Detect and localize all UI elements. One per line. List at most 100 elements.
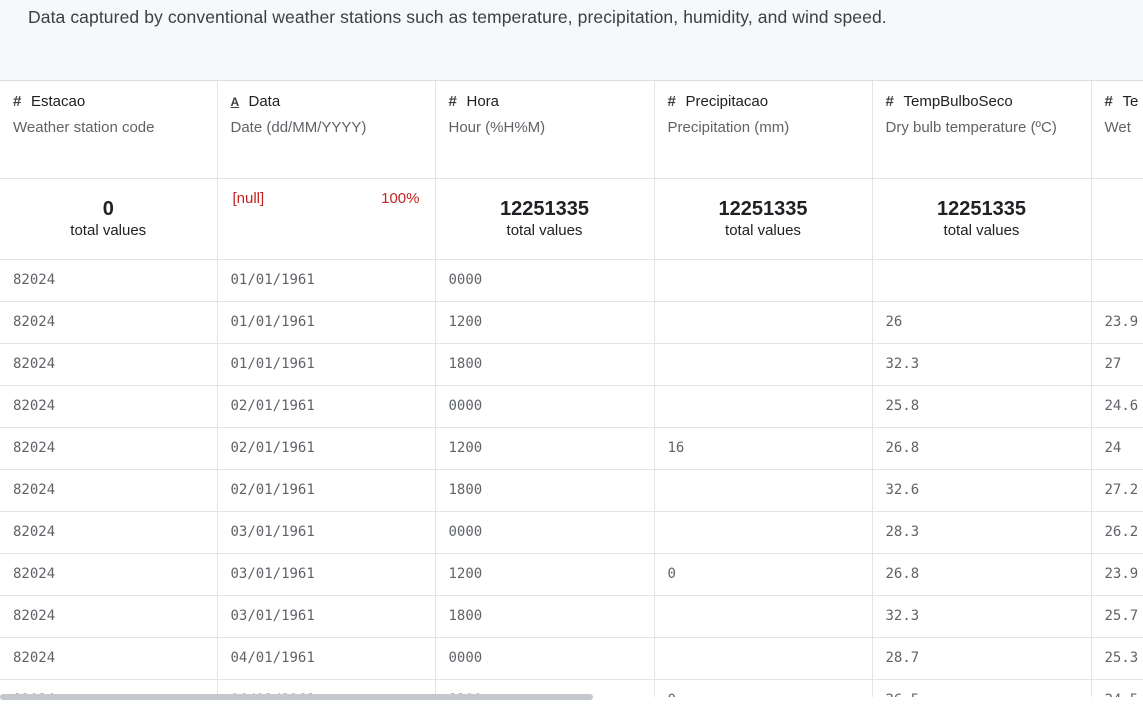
table-cell: 32.3 — [872, 343, 1092, 386]
dataset-description: Data captured by conventional weather st… — [28, 7, 887, 27]
table-cell: 26 — [872, 301, 1092, 344]
table-row: 82024 03/01/1961 0000 28.3 26.2 — [0, 511, 1143, 554]
numeric-type-icon: # — [13, 93, 22, 110]
column-name: Estacao — [31, 93, 86, 110]
table-cell: 32.6 — [872, 469, 1092, 512]
table-cell: 26.2 — [1091, 511, 1143, 554]
column-stat-tempbulboseco: 12251335 total values — [872, 178, 1092, 260]
table-cell: 03/01/1961 — [217, 553, 436, 596]
table-cell: 27.2 — [1091, 469, 1143, 512]
column-header-tempbulboseco[interactable]: # TempBulboSeco Dry bulb temperature (ºC) — [872, 81, 1092, 179]
table-cell: 24 — [1091, 427, 1143, 470]
table-cell: 1800 — [435, 343, 655, 386]
column-name: TempBulboSeco — [903, 93, 1013, 110]
column-name: Hora — [466, 93, 500, 110]
table-row: 82024 01/01/1961 1200 26 23.9 — [0, 301, 1143, 344]
stat-label: total values — [506, 221, 583, 239]
table-cell: 82024 — [0, 301, 218, 344]
table-cell: 82024 — [0, 385, 218, 428]
column-header-hora[interactable]: # Hora Hour (%H%M) — [435, 81, 655, 179]
table-row: 82024 02/01/1961 0000 25.8 24.6 — [0, 385, 1143, 428]
table-cell: 0000 — [435, 637, 655, 680]
table-cell: 82024 — [0, 469, 218, 512]
column-description: Date (dd/MM/YYYY) — [230, 119, 367, 136]
table-cell: 1800 — [435, 595, 655, 638]
numeric-type-icon: # — [667, 93, 676, 110]
table-cell: 82024 — [0, 259, 218, 302]
dataset-description-banner: Data captured by conventional weather st… — [0, 0, 1143, 81]
column-header-data[interactable]: A Data Date (dd/MM/YYYY) — [217, 81, 436, 179]
numeric-type-icon: # — [885, 93, 894, 110]
table-cell — [654, 301, 873, 344]
table-cell — [654, 259, 873, 302]
table-row: 82024 02/01/1961 1800 32.6 27.2 — [0, 469, 1143, 512]
table-cell: 28.7 — [872, 637, 1092, 680]
table-cell: 1200 — [435, 301, 655, 344]
table-cell: 82024 — [0, 637, 218, 680]
column-name: Te — [1122, 93, 1139, 110]
table-cell: 32.3 — [872, 595, 1092, 638]
table-cell: 0 — [654, 553, 873, 596]
table-cell — [872, 259, 1092, 302]
stat-label: total values — [943, 221, 1020, 239]
column-stat-estacao: 0 total values — [0, 178, 218, 260]
column-description: Weather station code — [13, 119, 155, 136]
column-description: Dry bulb temperature (ºC) — [885, 119, 1057, 136]
stat-label: total values — [70, 221, 147, 239]
table-cell — [654, 469, 873, 512]
table-cell: 03/01/1961 — [217, 595, 436, 638]
table-row: 82024 01/01/1961 0000 — [0, 259, 1143, 302]
column-stat-data: [null] 100% — [217, 178, 436, 260]
column-description: Hour (%H%M) — [448, 119, 546, 136]
horizontal-scrollbar[interactable] — [0, 694, 593, 700]
column-header-partial[interactable]: # Te Wet — [1091, 81, 1143, 179]
table-cell: 25.7 — [1091, 595, 1143, 638]
table-cell: 01/01/1961 — [217, 301, 436, 344]
column-stat-partial — [1091, 178, 1143, 260]
table-cell: 04/01/1961 — [217, 637, 436, 680]
table-cell: 26.8 — [872, 553, 1092, 596]
table-cell — [1091, 259, 1143, 302]
stat-value: 12251335 — [500, 197, 589, 220]
column-header-precipitacao[interactable]: # Precipitacao Precipitation (mm) — [654, 81, 873, 179]
table-cell: 82024 — [0, 595, 218, 638]
table-cell — [654, 511, 873, 554]
table-cell: 23.9 — [1091, 553, 1143, 596]
numeric-type-icon: # — [1104, 93, 1113, 110]
table-cell: 0000 — [435, 259, 655, 302]
table-cell — [654, 385, 873, 428]
column-header-row: # Estacao Weather station code A Data Date… — [0, 81, 1143, 179]
table-cell: 28.3 — [872, 511, 1092, 554]
table-row: 82024 01/01/1961 1800 32.3 27 — [0, 343, 1143, 386]
table-row: 82024 03/01/1961 1200 0 26.8 23.9 — [0, 553, 1143, 596]
stat-value: 0 — [102, 197, 114, 220]
table-cell: 82024 — [0, 427, 218, 470]
stat-value: 12251335 — [937, 197, 1026, 220]
table-cell: 16 — [654, 427, 873, 470]
table-cell: 82024 — [0, 343, 218, 386]
table-row: 82024 03/01/1961 1800 32.3 25.7 — [0, 595, 1143, 638]
table-cell: 1200 — [435, 553, 655, 596]
table-cell: 0 — [654, 679, 873, 697]
table-cell: 02/01/1961 — [217, 469, 436, 512]
table-cell: 82024 — [0, 553, 218, 596]
column-stats-row: 0 total values [null] 100% 12251335 tota… — [0, 178, 1143, 260]
table-body: 82024 01/01/1961 0000 82024 01/01/1961 1200 26… — [0, 259, 1143, 697]
table-row: 82024 04/01/1961 0000 28.7 25.3 — [0, 637, 1143, 680]
data-preview-table[interactable]: # Estacao Weather station code A Data Date… — [0, 81, 1143, 697]
table-cell: 01/01/1961 — [217, 343, 436, 386]
string-type-icon: A — [230, 94, 240, 109]
table-cell — [654, 595, 873, 638]
column-stat-precipitacao: 12251335 total values — [654, 178, 873, 260]
null-percentage: 100% — [381, 189, 420, 207]
table-cell: 24.5 — [1091, 679, 1143, 697]
table-cell: 26.5 — [872, 679, 1092, 697]
table-cell: 03/01/1961 — [217, 511, 436, 554]
table-cell: 1800 — [435, 469, 655, 512]
table-cell: 23.9 — [1091, 301, 1143, 344]
table-cell: 24.6 — [1091, 385, 1143, 428]
table-cell: 1200 — [435, 427, 655, 470]
table-cell — [654, 637, 873, 680]
column-header-estacao[interactable]: # Estacao Weather station code — [0, 81, 218, 179]
table-cell: 82024 — [0, 511, 218, 554]
